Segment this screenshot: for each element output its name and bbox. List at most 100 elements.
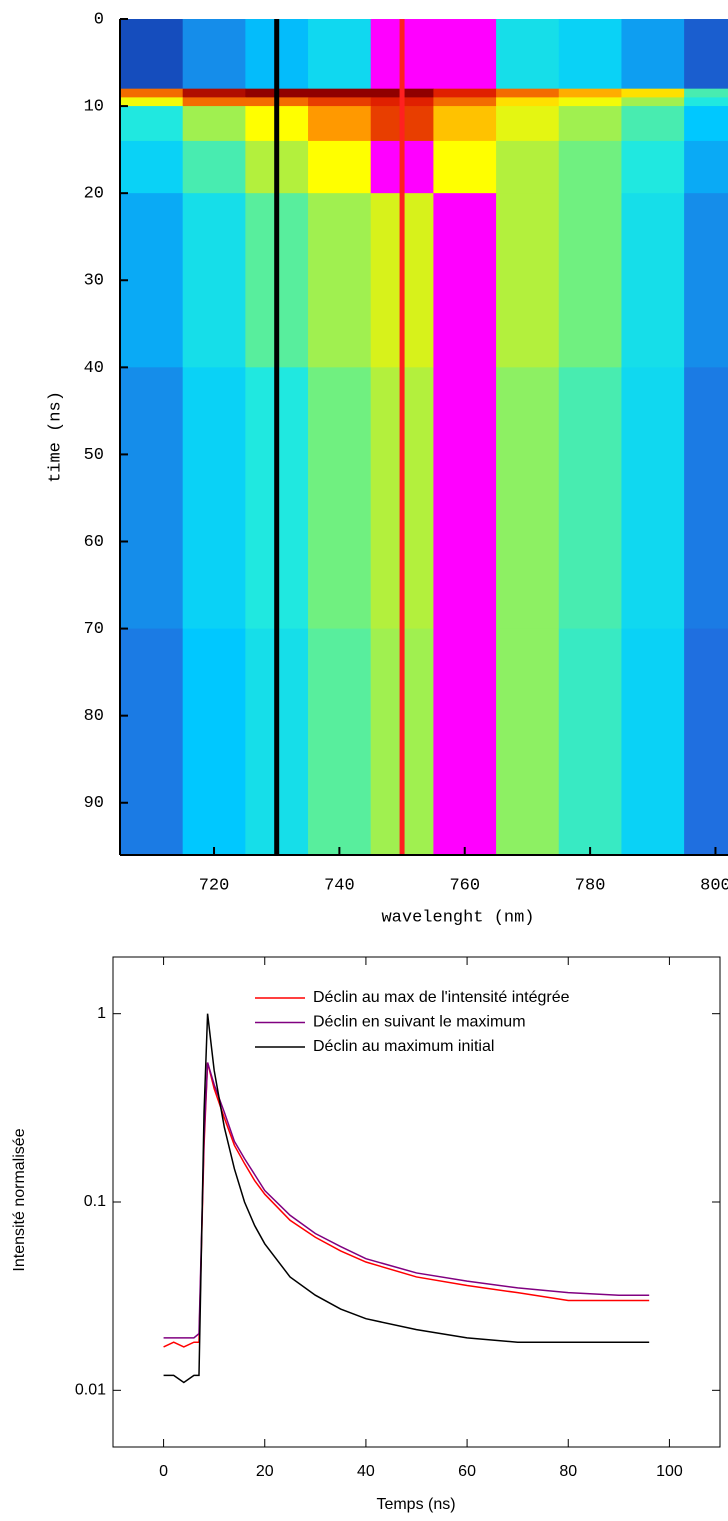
heat-cell — [621, 193, 685, 368]
heat-cell — [182, 106, 246, 142]
heat-cell — [684, 367, 728, 630]
heat-cell — [308, 193, 372, 368]
heat-cell — [684, 19, 728, 90]
x-tick-label: 740 — [324, 876, 355, 895]
legend-label: Déclin au max de l'intensité intégrée — [313, 989, 570, 1006]
heat-cell — [558, 193, 622, 368]
x-tick-label: 100 — [656, 1463, 683, 1480]
legend-label: Déclin au maximum initial — [313, 1038, 494, 1055]
y-axis-label: Intensité normalisée — [11, 1128, 28, 1271]
heat-cell — [621, 97, 685, 107]
heat-cell — [496, 367, 560, 630]
heat-cell — [621, 628, 685, 855]
y-axis-label: time (ns) — [46, 391, 65, 483]
heat-cell — [182, 193, 246, 368]
y-tick-label: 0.1 — [84, 1193, 106, 1210]
heat-cell — [433, 367, 497, 630]
heat-cell — [120, 367, 184, 630]
heat-cell — [120, 140, 184, 194]
decay-line — [163, 1062, 650, 1339]
decay-line — [163, 1013, 650, 1384]
heat-cell — [182, 367, 246, 630]
heat-cell — [308, 97, 372, 107]
heatmap-panel: 0 10 20 30 40 50 60 70 80 90 720 740 760 780 800 wavele… — [46, 10, 728, 927]
heat-cell — [558, 19, 622, 90]
heat-cell — [182, 19, 246, 90]
y-tick-label: 90 — [84, 794, 104, 813]
heat-cell — [182, 140, 246, 194]
heat-cell — [621, 367, 685, 630]
heat-cell — [621, 106, 685, 142]
heat-cell — [558, 140, 622, 194]
heat-cell — [684, 628, 728, 855]
y-tick-label: 80 — [84, 707, 104, 726]
x-tick-label: 760 — [449, 876, 480, 895]
heat-cell — [308, 367, 372, 630]
heat-cell — [496, 193, 560, 368]
y-tick-label: 50 — [84, 446, 104, 465]
x-axis-label: wavelenght (nm) — [381, 908, 534, 927]
heat-cell — [120, 628, 184, 855]
heat-cell — [684, 88, 728, 98]
x-tick-label: 60 — [458, 1463, 476, 1480]
heat-cell — [433, 140, 497, 194]
plot-lines — [163, 1013, 650, 1384]
heat-cell — [684, 140, 728, 194]
heat-cell — [558, 106, 622, 142]
heat-cell — [621, 19, 685, 90]
x-tick-label: 800 — [700, 876, 728, 895]
heat-cell — [182, 628, 246, 855]
heat-cell — [433, 88, 497, 98]
heat-cell — [308, 106, 372, 142]
heat-cell — [120, 106, 184, 142]
heat-cell — [120, 97, 184, 107]
heat-cell — [496, 106, 560, 142]
heat-cell — [120, 88, 184, 98]
heat-cell — [120, 193, 184, 368]
heat-cell — [496, 97, 560, 107]
heat-cell — [120, 19, 184, 90]
x-tick-label: 0 — [159, 1463, 168, 1480]
heat-cell — [558, 628, 622, 855]
x-tick-label: 20 — [256, 1463, 274, 1480]
heat-cell — [182, 97, 246, 107]
x-tick-label: 780 — [575, 876, 606, 895]
heat-cell — [558, 367, 622, 630]
x-axis-label: Temps (ns) — [376, 1496, 455, 1513]
y-tick-label: 10 — [84, 98, 104, 117]
legend-label: Déclin en suivant le maximum — [313, 1014, 526, 1031]
heat-cell — [308, 19, 372, 90]
heat-cell — [684, 106, 728, 142]
y-tick-label: 30 — [84, 272, 104, 291]
y-tick-label: 0.01 — [75, 1382, 106, 1399]
heat-cell — [433, 106, 497, 142]
heat-cell — [433, 628, 497, 855]
heat-cell — [621, 88, 685, 98]
heat-cell — [621, 140, 685, 194]
heat-cell — [496, 140, 560, 194]
y-tick-label: 20 — [84, 185, 104, 204]
heat-cell — [496, 628, 560, 855]
heat-cell — [558, 97, 622, 107]
heat-cell — [433, 97, 497, 107]
heat-cell — [433, 193, 497, 368]
heat-cell — [308, 140, 372, 194]
decay-panel: 0 20 40 60 80 100 0.01 0.1 1 Temps (ns) Intensité … — [11, 956, 721, 1513]
heat-cell — [684, 97, 728, 107]
heat-cell — [182, 88, 246, 98]
heat-cell — [308, 628, 372, 855]
x-tick-label: 80 — [559, 1463, 577, 1480]
decay-line — [163, 1062, 650, 1348]
y-tick-label: 0 — [94, 10, 104, 29]
y-tick-label: 60 — [84, 533, 104, 552]
heat-cell — [558, 88, 622, 98]
heatmap-cells — [120, 19, 728, 855]
heat-cell — [496, 19, 560, 90]
x-tick-label: 40 — [357, 1463, 375, 1480]
heat-cell — [684, 193, 728, 368]
heat-cell — [496, 88, 560, 98]
heat-cell — [308, 88, 372, 98]
y-tick-label: 1 — [97, 1005, 106, 1022]
